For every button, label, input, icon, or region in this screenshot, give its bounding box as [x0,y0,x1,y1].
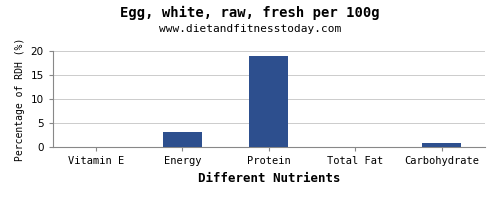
Bar [250,56,288,147]
Bar [422,143,461,147]
X-axis label: Different Nutrients: Different Nutrients [198,172,340,185]
Text: Egg, white, raw, fresh per 100g: Egg, white, raw, fresh per 100g [120,6,380,20]
Bar [163,132,202,147]
Y-axis label: Percentage of RDH (%): Percentage of RDH (%) [15,38,25,161]
Text: www.dietandfitnesstoday.com: www.dietandfitnesstoday.com [159,24,341,34]
